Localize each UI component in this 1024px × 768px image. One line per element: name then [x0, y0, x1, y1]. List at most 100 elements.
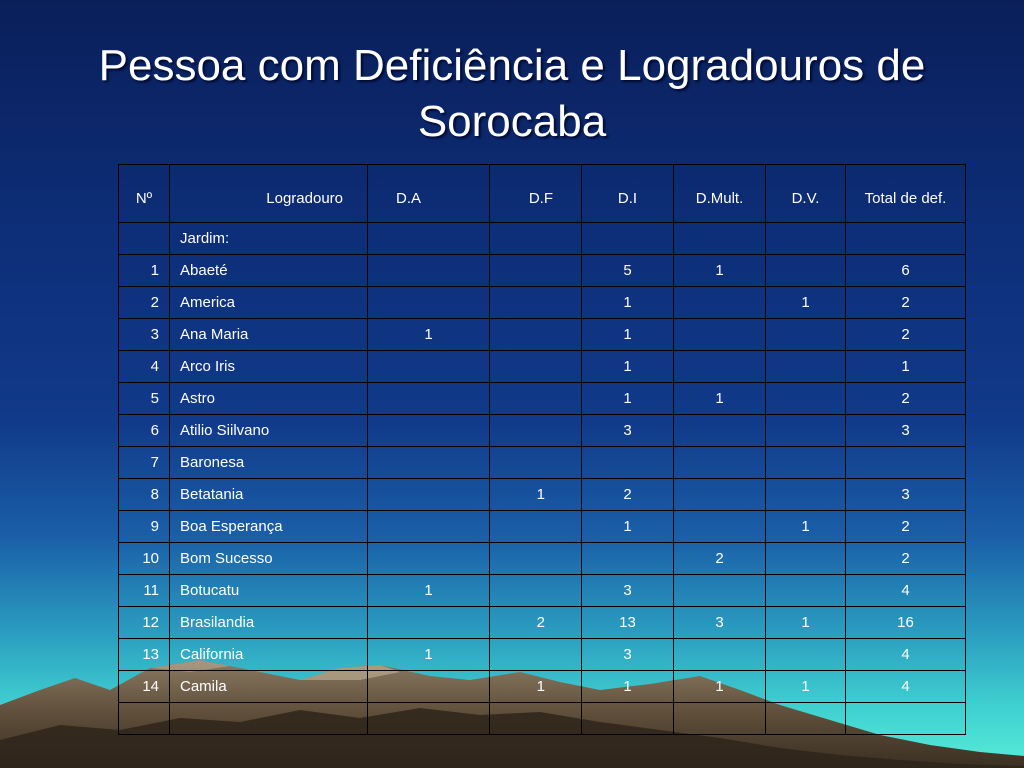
- street-name: Arco Iris: [169, 350, 368, 383]
- di-count: 3: [581, 638, 674, 671]
- total-count: 2: [845, 318, 966, 351]
- table-row: 12 Brasilandia 2 13 3 1 16: [118, 606, 966, 639]
- street-name: America: [169, 286, 368, 319]
- df-count: [489, 382, 582, 415]
- dmult-count: [673, 510, 766, 543]
- table-cell: [845, 222, 966, 255]
- dmult-count: 1: [673, 670, 766, 703]
- section-row: Jardim:: [118, 222, 966, 255]
- da-count: [367, 542, 490, 575]
- total-count: 2: [845, 542, 966, 575]
- row-number: 10: [118, 542, 170, 575]
- total-count: 4: [845, 574, 966, 607]
- total-count: 2: [845, 286, 966, 319]
- row-number: 11: [118, 574, 170, 607]
- da-count: [367, 510, 490, 543]
- da-count: [367, 382, 490, 415]
- dv-count: 1: [765, 606, 846, 639]
- slide-title-line-2: Sorocaba: [417, 97, 607, 146]
- row-number: 3: [118, 318, 170, 351]
- section-label: Jardim:: [169, 222, 368, 255]
- df-count: [489, 574, 582, 607]
- table-row: 11 Botucatu 1 3 4: [118, 574, 966, 607]
- street-name: Bom Sucesso: [169, 542, 368, 575]
- da-count: [367, 606, 490, 639]
- dmult-count: 1: [673, 254, 766, 287]
- dv-count: [765, 254, 846, 287]
- row-number: 1: [118, 254, 170, 287]
- da-count: [367, 286, 490, 319]
- table-cell: [169, 702, 368, 735]
- di-count: 13: [581, 606, 674, 639]
- da-count: [367, 478, 490, 511]
- dv-count: [765, 446, 846, 479]
- df-count: 2: [489, 606, 582, 639]
- street-name: Baronesa: [169, 446, 368, 479]
- di-count: 5: [581, 254, 674, 287]
- street-name: Boa Esperança: [169, 510, 368, 543]
- table-cell: [367, 222, 490, 255]
- dmult-count: [673, 318, 766, 351]
- row-number: 12: [118, 606, 170, 639]
- dv-count: [765, 414, 846, 447]
- dmult-count: [673, 350, 766, 383]
- table-cell: [489, 702, 582, 735]
- row-number: 9: [118, 510, 170, 543]
- slide-title: Pessoa com Deficiência e Logradouros de …: [0, 38, 1024, 150]
- df-count: 1: [489, 670, 582, 703]
- header-total: Total de def.: [845, 164, 966, 223]
- table-row: 5 Astro 1 1 2: [118, 382, 966, 415]
- dmult-count: [673, 286, 766, 319]
- table-cell: [367, 702, 490, 735]
- empty-row: [118, 702, 966, 735]
- di-count: 1: [581, 382, 674, 415]
- street-name: California: [169, 638, 368, 671]
- dv-count: [765, 574, 846, 607]
- dmult-count: [673, 574, 766, 607]
- table-row: 13 California 1 3 4: [118, 638, 966, 671]
- dmult-count: 1: [673, 382, 766, 415]
- df-count: [489, 542, 582, 575]
- dv-count: 1: [765, 670, 846, 703]
- table-cell: [489, 222, 582, 255]
- dmult-count: [673, 446, 766, 479]
- di-count: 1: [581, 670, 674, 703]
- dv-count: [765, 542, 846, 575]
- street-name: Atilio Siilvano: [169, 414, 368, 447]
- dmult-count: [673, 638, 766, 671]
- df-count: [489, 254, 582, 287]
- da-count: [367, 414, 490, 447]
- da-count: [367, 670, 490, 703]
- row-number: 14: [118, 670, 170, 703]
- street-name: Botucatu: [169, 574, 368, 607]
- total-count: 2: [845, 382, 966, 415]
- row-number: 6: [118, 414, 170, 447]
- df-count: [489, 638, 582, 671]
- da-count: [367, 350, 490, 383]
- table-cell: [118, 702, 170, 735]
- di-count: 3: [581, 574, 674, 607]
- dv-count: 1: [765, 286, 846, 319]
- di-count: [581, 542, 674, 575]
- df-count: [489, 510, 582, 543]
- total-count: 4: [845, 670, 966, 703]
- df-count: [489, 286, 582, 319]
- dv-count: 1: [765, 510, 846, 543]
- total-count: 6: [845, 254, 966, 287]
- table-row: 2 America 1 1 2: [118, 286, 966, 319]
- dmult-count: 2: [673, 542, 766, 575]
- total-count: [845, 446, 966, 479]
- header-dmult: D.Mult.: [673, 164, 766, 223]
- table-cell: [845, 702, 966, 735]
- table-row: 3 Ana Maria 1 1 2: [118, 318, 966, 351]
- di-count: 1: [581, 318, 674, 351]
- da-count: 1: [367, 574, 490, 607]
- da-count: 1: [367, 318, 490, 351]
- street-name: Camila: [169, 670, 368, 703]
- total-count: 2: [845, 510, 966, 543]
- slide-title-line-1: Pessoa com Deficiência e Logradouros de: [98, 41, 926, 90]
- table-row: 8 Betatania 1 2 3: [118, 478, 966, 511]
- dv-count: [765, 638, 846, 671]
- street-name: Ana Maria: [169, 318, 368, 351]
- df-count: [489, 446, 582, 479]
